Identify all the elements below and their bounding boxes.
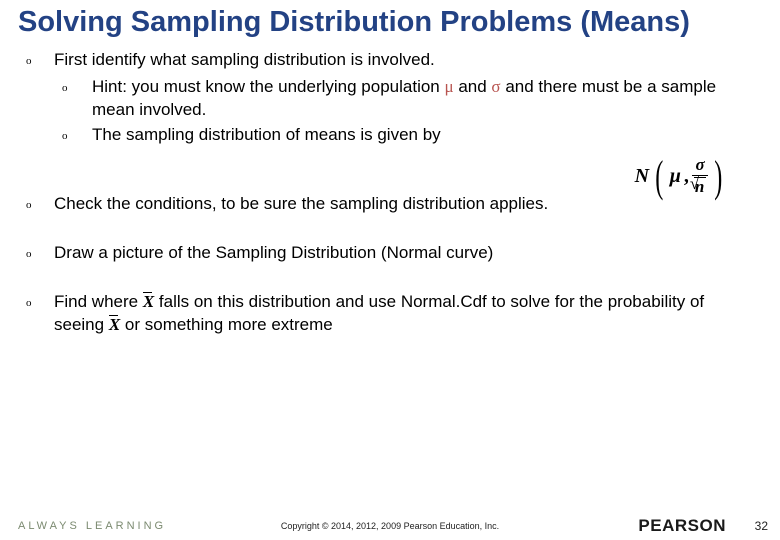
text-fragment: and xyxy=(454,77,492,96)
bullet-marker: o xyxy=(62,124,92,144)
bullet-text: Draw a picture of the Sampling Distribut… xyxy=(54,242,754,265)
bullet-text: Find where X falls on this distribution … xyxy=(54,291,754,337)
mu-symbol: μ xyxy=(444,77,453,96)
bullet-distribution-formula: o The sampling distribution of means is … xyxy=(62,124,754,147)
bullet-marker: o xyxy=(26,242,54,262)
page-number: 32 xyxy=(755,519,768,533)
sigma-symbol: σ xyxy=(491,77,500,96)
xbar-symbol: X xyxy=(109,315,120,334)
formula-comma: , xyxy=(684,165,689,188)
always-learning-text: ALWAYS LEARNING xyxy=(0,520,166,532)
bullet-text: The sampling distribution of means is gi… xyxy=(92,124,754,147)
bullet-marker: o xyxy=(26,49,54,69)
formula-n: n xyxy=(694,177,706,196)
bullet-marker: o xyxy=(26,291,54,311)
fraction: σ n xyxy=(692,156,708,196)
bullet-marker: o xyxy=(26,193,54,213)
numerator-sigma: σ xyxy=(694,156,707,174)
pearson-logo: PEARSON xyxy=(638,516,726,536)
footer: ALWAYS LEARNING Copyright © 2014, 2012, … xyxy=(0,512,780,540)
slide-title: Solving Sampling Distribution Problems (… xyxy=(0,0,780,49)
right-paren: ) xyxy=(715,159,723,194)
bullet-text: First identify what sampling distributio… xyxy=(54,49,754,72)
bullet-find-xbar: o Find where X falls on this distributio… xyxy=(26,291,754,337)
bullet-text: Hint: you must know the underlying popul… xyxy=(92,76,754,122)
bullet-draw-picture: o Draw a picture of the Sampling Distrib… xyxy=(26,242,754,265)
left-paren: ( xyxy=(655,159,663,194)
bullet-hint: o Hint: you must know the underlying pop… xyxy=(62,76,754,122)
bullet-identify: o First identify what sampling distribut… xyxy=(26,49,754,72)
bullet-marker: o xyxy=(62,76,92,96)
bullet-text: Check the conditions, to be sure the sam… xyxy=(54,193,754,216)
xbar-symbol: X xyxy=(143,292,154,311)
denominator-sqrt-n: n xyxy=(692,177,708,196)
formula-mu: μ xyxy=(670,165,681,188)
copyright-text: Copyright © 2014, 2012, 2009 Pearson Edu… xyxy=(281,521,499,531)
text-fragment: Find where xyxy=(54,292,143,311)
text-fragment: or something more extreme xyxy=(120,315,333,334)
bullet-check-conditions: o Check the conditions, to be sure the s… xyxy=(26,193,754,216)
text-fragment: Hint: you must know the underlying popul… xyxy=(92,77,444,96)
formula-N: N xyxy=(635,165,649,188)
normal-distribution-formula: N ( μ , σ n ) xyxy=(635,156,726,196)
